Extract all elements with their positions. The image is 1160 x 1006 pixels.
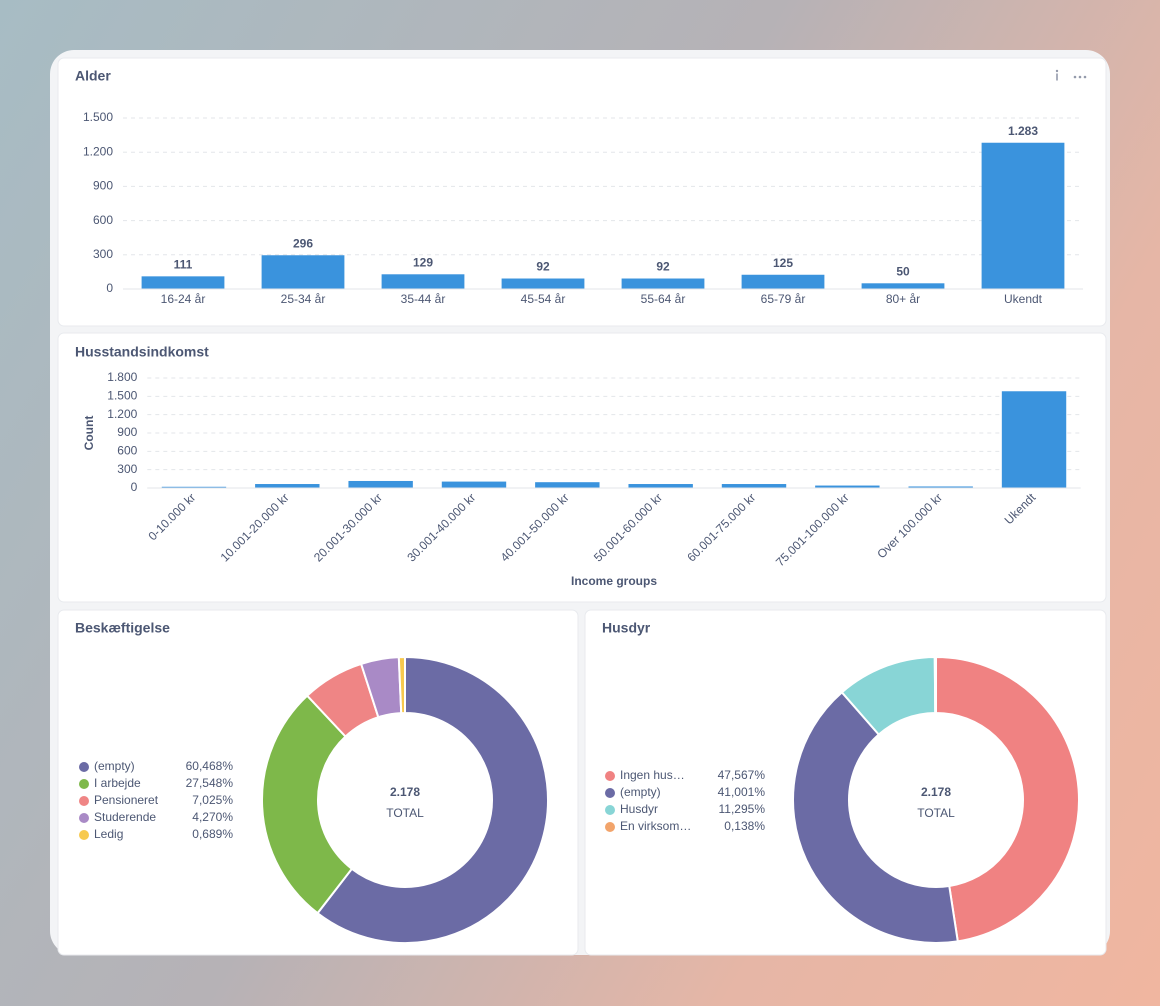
legend-label: I arbejde bbox=[94, 776, 141, 790]
donut-slice bbox=[935, 655, 1080, 943]
donut-slice bbox=[933, 655, 937, 715]
bar bbox=[535, 482, 600, 488]
bar bbox=[255, 484, 320, 488]
x-tick-label: 16-24 år bbox=[161, 292, 206, 306]
legend-dot bbox=[79, 762, 89, 772]
legend-value: 60,468% bbox=[186, 759, 234, 773]
legend-value: 0,138% bbox=[724, 819, 765, 833]
bar bbox=[621, 278, 705, 289]
bar bbox=[628, 484, 693, 488]
y-tick-label: 1.200 bbox=[107, 407, 137, 421]
total-value: 2.178 bbox=[390, 785, 420, 799]
legend-label: Ingen hus… bbox=[620, 768, 685, 782]
y-tick-label: 900 bbox=[117, 425, 137, 439]
legend-value: 4,270% bbox=[192, 810, 233, 824]
legend-dot bbox=[605, 805, 615, 815]
bar bbox=[1001, 391, 1067, 488]
panel-title: Alder bbox=[75, 68, 111, 84]
legend-value: 7,025% bbox=[192, 793, 233, 807]
data-label: 296 bbox=[293, 236, 313, 250]
y-tick-label: 1.500 bbox=[107, 389, 137, 403]
bar bbox=[721, 484, 787, 488]
legend-dot bbox=[605, 822, 615, 832]
total-caption: TOTAL bbox=[917, 806, 955, 820]
legend-value: 47,567% bbox=[718, 768, 766, 782]
legend-value: 27,548% bbox=[186, 776, 234, 790]
y-tick-label: 300 bbox=[93, 247, 113, 261]
more-icon[interactable] bbox=[1073, 75, 1087, 79]
data-label: 50 bbox=[896, 264, 910, 278]
total-value: 2.178 bbox=[921, 785, 951, 799]
bar bbox=[161, 486, 227, 488]
y-tick-label: 900 bbox=[93, 179, 113, 193]
panel-title: Husdyr bbox=[602, 620, 651, 636]
bar bbox=[261, 255, 345, 289]
y-tick-label: 300 bbox=[117, 462, 137, 476]
donut-slice bbox=[316, 655, 549, 944]
legend-dot bbox=[79, 779, 89, 789]
legend-dot bbox=[79, 830, 89, 840]
y-tick-label: 1.800 bbox=[107, 370, 137, 384]
bar bbox=[981, 142, 1065, 289]
x-axis-label: Income groups bbox=[571, 574, 657, 588]
data-label: 129 bbox=[413, 255, 433, 269]
bar bbox=[348, 480, 413, 488]
bar bbox=[861, 283, 945, 289]
panel bbox=[57, 332, 1107, 603]
legend-value: 41,001% bbox=[718, 785, 766, 799]
total-caption: TOTAL bbox=[386, 806, 424, 820]
legend-label: Studerende bbox=[94, 810, 156, 824]
data-label: 92 bbox=[536, 260, 550, 274]
legend-label: Ledig bbox=[94, 827, 123, 841]
legend-dot bbox=[79, 813, 89, 823]
donut-slice bbox=[261, 694, 354, 915]
legend-label: Pensioneret bbox=[94, 793, 159, 807]
x-tick-label: 25-34 år bbox=[281, 292, 326, 306]
y-tick-label: 0 bbox=[106, 281, 113, 295]
legend-label: (empty) bbox=[620, 785, 661, 799]
data-label: 111 bbox=[174, 258, 193, 272]
legend-dot bbox=[605, 788, 615, 798]
bar bbox=[908, 486, 973, 488]
data-label: 1.283 bbox=[1008, 124, 1038, 138]
legend-dot bbox=[605, 771, 615, 781]
legend-dot bbox=[79, 796, 89, 806]
x-tick-label: 55-64 år bbox=[641, 292, 686, 306]
bar bbox=[741, 274, 825, 289]
donut-slice bbox=[792, 690, 959, 944]
x-tick-label: 35-44 år bbox=[401, 292, 446, 306]
bar bbox=[381, 274, 465, 289]
legend-value: 0,689% bbox=[192, 827, 233, 841]
y-tick-label: 1.200 bbox=[83, 144, 113, 158]
y-tick-label: 600 bbox=[117, 444, 137, 458]
legend-label: Husdyr bbox=[620, 802, 658, 816]
data-label: 125 bbox=[773, 256, 793, 270]
legend-label: En virksom… bbox=[620, 819, 691, 833]
panel-title: Husstandsindkomst bbox=[75, 344, 209, 360]
bar bbox=[441, 481, 507, 488]
panel-title: Beskæftigelse bbox=[75, 620, 170, 636]
bar bbox=[815, 485, 880, 488]
x-tick-label: 45-54 år bbox=[521, 292, 566, 306]
x-tick-label: 80+ år bbox=[886, 292, 920, 306]
info-icon[interactable] bbox=[1055, 69, 1059, 81]
bar bbox=[141, 276, 225, 289]
y-tick-label: 1.500 bbox=[83, 110, 113, 124]
legend-label: (empty) bbox=[94, 759, 135, 773]
y-axis-label: Count bbox=[82, 416, 96, 451]
bar bbox=[501, 278, 585, 289]
y-tick-label: 0 bbox=[131, 480, 138, 494]
x-tick-label: 65-79 år bbox=[761, 292, 806, 306]
y-tick-label: 600 bbox=[93, 213, 113, 227]
donut-slice bbox=[397, 655, 406, 715]
data-label: 92 bbox=[656, 260, 670, 274]
legend-value: 11,295% bbox=[719, 802, 766, 816]
x-tick-label: Ukendt bbox=[1004, 292, 1043, 306]
